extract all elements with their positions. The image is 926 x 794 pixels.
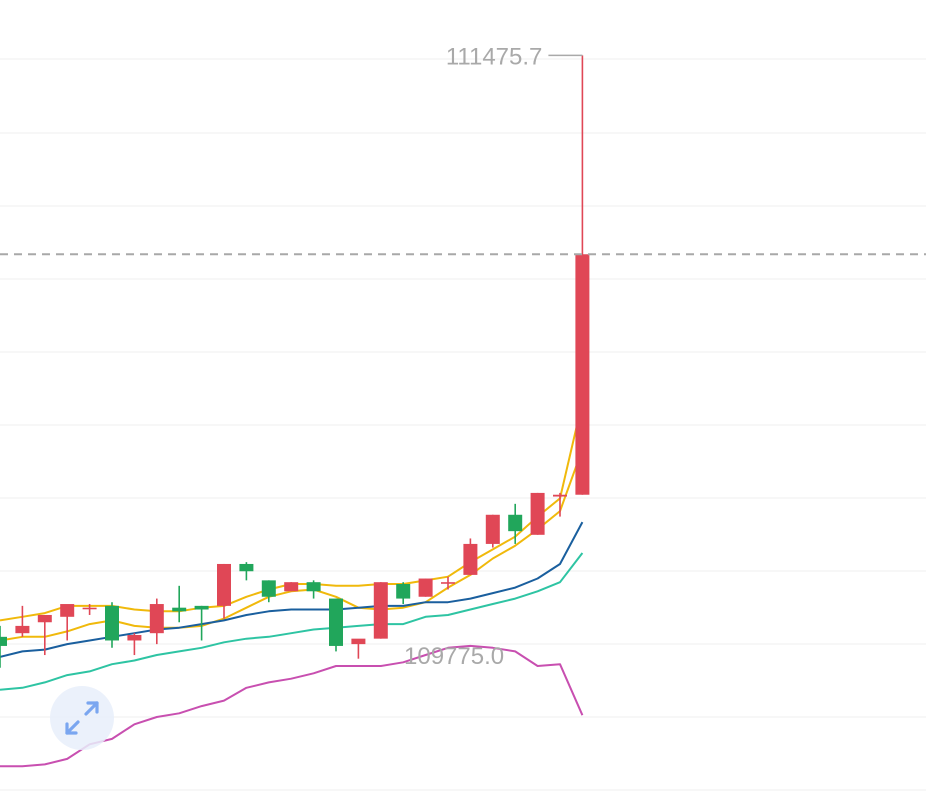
candle bbox=[194, 605, 209, 641]
candle bbox=[418, 578, 433, 597]
candle-body bbox=[60, 604, 75, 617]
candle bbox=[149, 598, 164, 645]
candle-body bbox=[530, 492, 545, 535]
candle-body bbox=[194, 605, 209, 610]
candle-body bbox=[105, 605, 119, 641]
candle bbox=[396, 582, 411, 605]
indicator-line-3 bbox=[0, 521, 584, 658]
grid-lines bbox=[0, 58, 926, 791]
candle-body bbox=[127, 635, 142, 641]
candle-body bbox=[329, 598, 343, 646]
candle-body bbox=[217, 563, 231, 606]
expand-button[interactable] bbox=[50, 686, 114, 750]
candle-body bbox=[261, 580, 276, 597]
candle-body bbox=[463, 543, 478, 575]
candle bbox=[37, 614, 52, 656]
candle-body bbox=[396, 584, 411, 599]
candle-body bbox=[418, 578, 433, 597]
candle bbox=[485, 514, 500, 548]
candle bbox=[306, 580, 321, 599]
candles bbox=[0, 55, 590, 668]
candle-body bbox=[485, 514, 500, 544]
candle bbox=[351, 638, 366, 659]
candle bbox=[530, 492, 545, 535]
candle-body bbox=[15, 625, 30, 634]
candle bbox=[261, 580, 276, 603]
candle bbox=[82, 604, 97, 615]
candle bbox=[239, 562, 254, 581]
candle bbox=[553, 492, 567, 517]
candle bbox=[284, 582, 299, 592]
candle-body bbox=[351, 638, 366, 645]
indicator-line-2 bbox=[0, 448, 584, 642]
candle bbox=[60, 604, 75, 641]
candle bbox=[441, 576, 455, 590]
candle-body bbox=[306, 582, 321, 592]
indicator-line-4 bbox=[0, 552, 584, 691]
candle bbox=[0, 625, 7, 668]
candle-body bbox=[172, 607, 187, 612]
candle-body bbox=[441, 582, 455, 584]
candle-body bbox=[373, 582, 388, 639]
candle-body bbox=[508, 514, 523, 532]
candle-body bbox=[553, 494, 567, 497]
indicator-lines bbox=[0, 401, 584, 768]
candle bbox=[105, 602, 119, 648]
low-price-label: 109775.0 bbox=[404, 643, 504, 670]
candle-body bbox=[284, 582, 299, 592]
candle bbox=[15, 605, 30, 637]
candle bbox=[127, 633, 142, 656]
candle bbox=[463, 538, 478, 575]
candle bbox=[217, 563, 231, 619]
high-price-label: 111475.7 bbox=[446, 43, 543, 70]
candle-body bbox=[0, 636, 7, 646]
candle bbox=[575, 55, 590, 495]
candle bbox=[172, 585, 187, 623]
expand-arrows-icon bbox=[65, 701, 99, 735]
candle-body bbox=[239, 563, 254, 572]
candle bbox=[508, 503, 523, 544]
candle-body bbox=[82, 607, 97, 610]
candle bbox=[373, 582, 388, 639]
candle-body bbox=[149, 604, 164, 634]
candle bbox=[329, 598, 343, 652]
candle-body bbox=[575, 254, 590, 495]
candle-body bbox=[37, 614, 52, 623]
